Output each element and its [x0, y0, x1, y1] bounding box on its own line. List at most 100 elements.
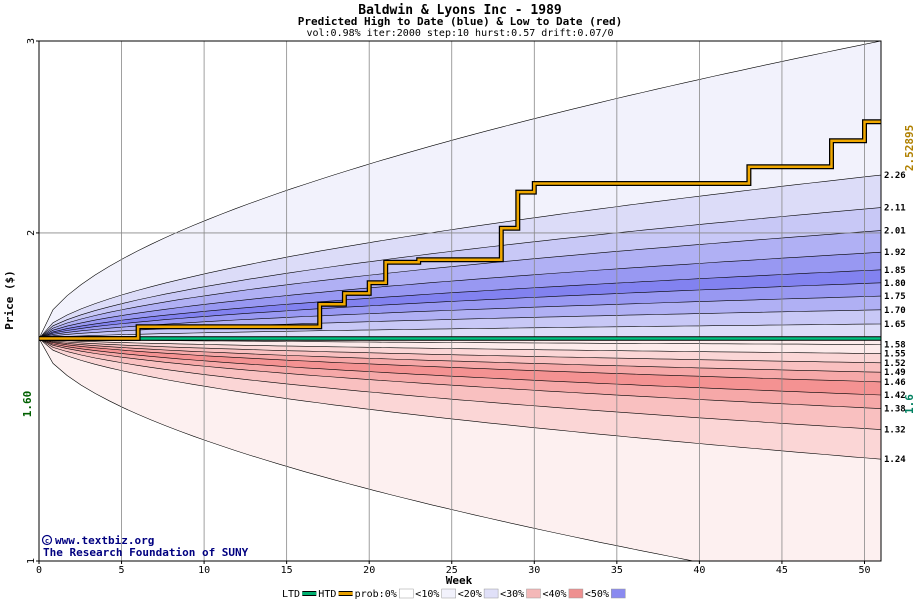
- band-end-label: 2.01: [884, 227, 906, 237]
- band-end-label: 1.46: [884, 378, 906, 388]
- band-end-label: 1.38: [884, 405, 906, 415]
- high-band: [39, 282, 881, 339]
- band-end-label: 1.80: [884, 279, 906, 289]
- legend-swatch: [483, 588, 499, 599]
- x-tick-label: 50: [858, 565, 870, 576]
- x-tick-labels: 0 5 10 15 20 25 30 35 40 45 50: [36, 561, 871, 576]
- chart-subtitle: Predicted High to Date (blue) & Low to D…: [298, 15, 623, 28]
- low-band-edge: [39, 338, 881, 430]
- probability-bands: [39, 41, 881, 561]
- low-band-edge: [39, 338, 881, 409]
- band-end-label: 1.85: [884, 266, 906, 276]
- high-band: [39, 296, 881, 339]
- band-end-labels: 2.26 2.11 2.01 1.92 1.85 1.80 1.75 1.70 1.65 1.58…: [884, 171, 906, 465]
- legend-label: <10%: [415, 589, 439, 600]
- low-band: [39, 338, 881, 395]
- legend-label: <40%: [543, 589, 567, 600]
- high-band-edge: [39, 282, 881, 339]
- legend-swatch: [568, 588, 584, 599]
- x-tick-label: 35: [611, 565, 623, 576]
- y-tick-label: 1: [26, 558, 37, 564]
- low-band-edge: [39, 338, 881, 373]
- high-band-edge: [39, 323, 881, 339]
- low-band-edge: [39, 338, 881, 460]
- chart-title: Baldwin & Lyons Inc - 1989: [358, 3, 562, 18]
- legend: LTD HTD prob:0% <10% <20% <30% <40% <50%: [282, 588, 626, 600]
- y-tick-labels: 1 2 3: [26, 38, 39, 564]
- high-band: [39, 207, 881, 339]
- legend-swatch: [399, 588, 414, 599]
- legend-label: LTD: [282, 589, 300, 600]
- band-end-label: 2.26: [884, 171, 906, 181]
- legend-swatch: [441, 588, 456, 599]
- band-end-label: 2.11: [884, 204, 906, 214]
- band-end-label: 1.42: [884, 391, 906, 401]
- x-tick-label: 30: [528, 565, 540, 576]
- low-band-edge: [39, 338, 881, 354]
- high-band: [39, 230, 881, 339]
- copyright-icon: [41, 534, 53, 546]
- x-tick-label: 45: [776, 565, 788, 576]
- x-tick-label: 5: [119, 565, 125, 576]
- low-band-edge: [39, 338, 881, 396]
- right-marker-top: 2.52895: [903, 125, 916, 171]
- credit: c www.textbiz.org The Research Foundatio…: [41, 534, 249, 559]
- x-tick-label: 25: [446, 565, 458, 576]
- low-band-edge: [39, 338, 881, 364]
- right-marker-bottom: 1.6: [903, 394, 916, 414]
- x-tick-label: 10: [198, 565, 210, 576]
- high-band-edge: [39, 41, 881, 339]
- low-band: [39, 338, 881, 373]
- band-end-label: 1.65: [884, 320, 906, 330]
- low-band: [39, 338, 881, 382]
- legend-swatch: [338, 592, 353, 595]
- low-band: [39, 338, 881, 561]
- low-band-edge: [39, 338, 881, 383]
- x-tick-label: 40: [693, 565, 705, 576]
- start-value-label: 1.60: [21, 391, 34, 418]
- x-tick-label: 15: [281, 565, 293, 576]
- legend-label: <30%: [500, 589, 524, 600]
- high-band-edge: [39, 251, 881, 339]
- credit-line-1: www.textbiz.org: [55, 534, 154, 547]
- band-end-label: 1.92: [884, 248, 906, 258]
- legend-swatch: [302, 592, 317, 595]
- copyright-icon-letter: c: [45, 537, 49, 545]
- high-band: [39, 269, 881, 339]
- y-tick-label: 2: [26, 230, 37, 236]
- plot-frame: [38, 40, 882, 562]
- legend-swatch: [526, 588, 541, 599]
- legend-label: HTD: [318, 589, 336, 600]
- band-end-label: 1.52: [884, 359, 906, 369]
- y-tick-label: 3: [26, 38, 37, 44]
- band-end-label: 1.70: [884, 306, 906, 316]
- high-band: [39, 252, 881, 339]
- htd-line: [39, 120, 881, 340]
- low-band: [39, 338, 881, 460]
- high-band-edge: [39, 174, 881, 339]
- legend-swatch: [611, 588, 626, 599]
- high-band-edge: [39, 295, 881, 339]
- x-tick-label: 20: [363, 565, 375, 576]
- high-band-edge: [39, 269, 881, 339]
- band-end-label: 1.49: [884, 368, 906, 378]
- series-lines: [39, 119, 881, 341]
- band-end-label: 1.24: [884, 455, 906, 465]
- legend-label: prob:0%: [355, 589, 397, 600]
- low-band: [39, 338, 881, 409]
- credit-line-2: The Research Foundation of SUNY: [43, 546, 249, 559]
- low-band: [39, 338, 881, 430]
- x-axis-label: Week: [446, 574, 473, 587]
- band-end-label: 1.75: [884, 292, 906, 302]
- high-band-edge: [39, 207, 881, 339]
- high-band-edge: [39, 230, 881, 339]
- low-band: [39, 338, 881, 363]
- y-axis-label: Price ($): [3, 270, 16, 330]
- high-band: [39, 309, 881, 339]
- low-band-edge: [39, 338, 695, 561]
- chart-params: vol:0.98% iter:2000 step:10 hurst:0.57 d…: [306, 28, 613, 39]
- x-tick-label: 0: [36, 565, 42, 576]
- high-band: [39, 175, 881, 339]
- low-band: [39, 338, 881, 354]
